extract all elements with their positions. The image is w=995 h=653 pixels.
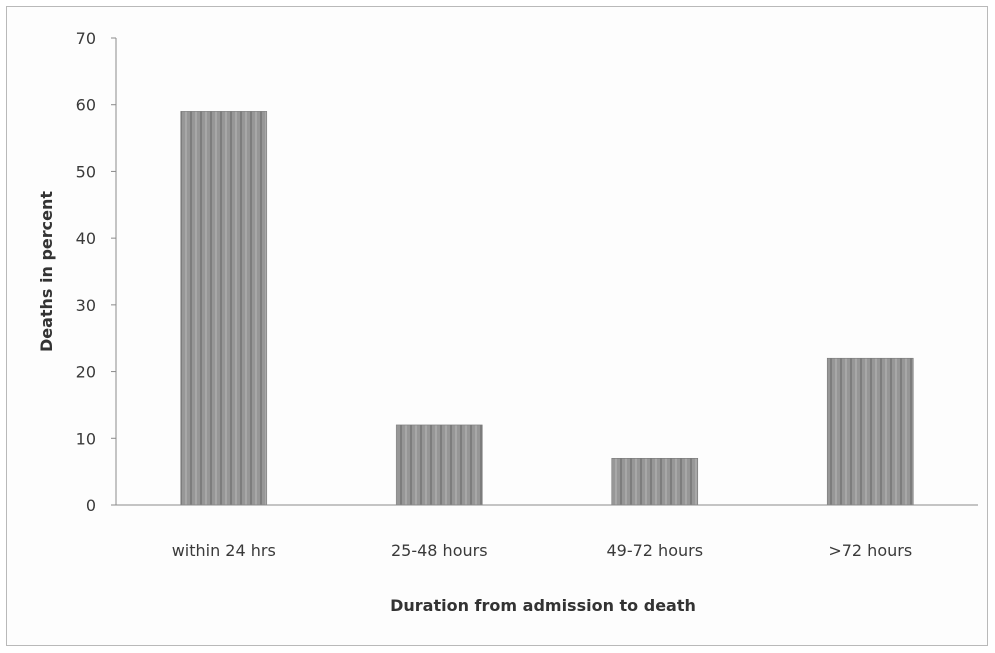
x-tick-label: 25-48 hours [391,541,488,560]
y-tick-label: 30 [76,296,96,315]
bar [180,111,268,506]
chart-frame [6,6,988,646]
bars [180,111,914,506]
x-tick-label: 49-72 hours [606,541,703,560]
y-tick-label: 40 [76,229,96,248]
bar [826,357,914,506]
y-tick-label: 50 [76,162,96,181]
y-tick-label: 0 [86,496,96,515]
x-tick-label: within 24 hrs [172,541,276,560]
x-tick-label: >72 hours [828,541,912,560]
y-tick-label: 60 [76,96,96,115]
x-axis: within 24 hrs 25-48 hours 49-72 hours >72 h… [116,504,978,560]
y-axis: 0 10 20 30 40 50 60 70 [76,29,117,515]
y-tick-label: 20 [76,363,96,382]
bar [611,457,699,506]
y-axis-title: Deaths in percent [37,191,56,352]
bar [395,424,483,506]
y-tick-label: 70 [76,29,96,48]
y-tick-label: 10 [76,429,96,448]
x-axis-title: Duration from admission to death [390,596,696,615]
